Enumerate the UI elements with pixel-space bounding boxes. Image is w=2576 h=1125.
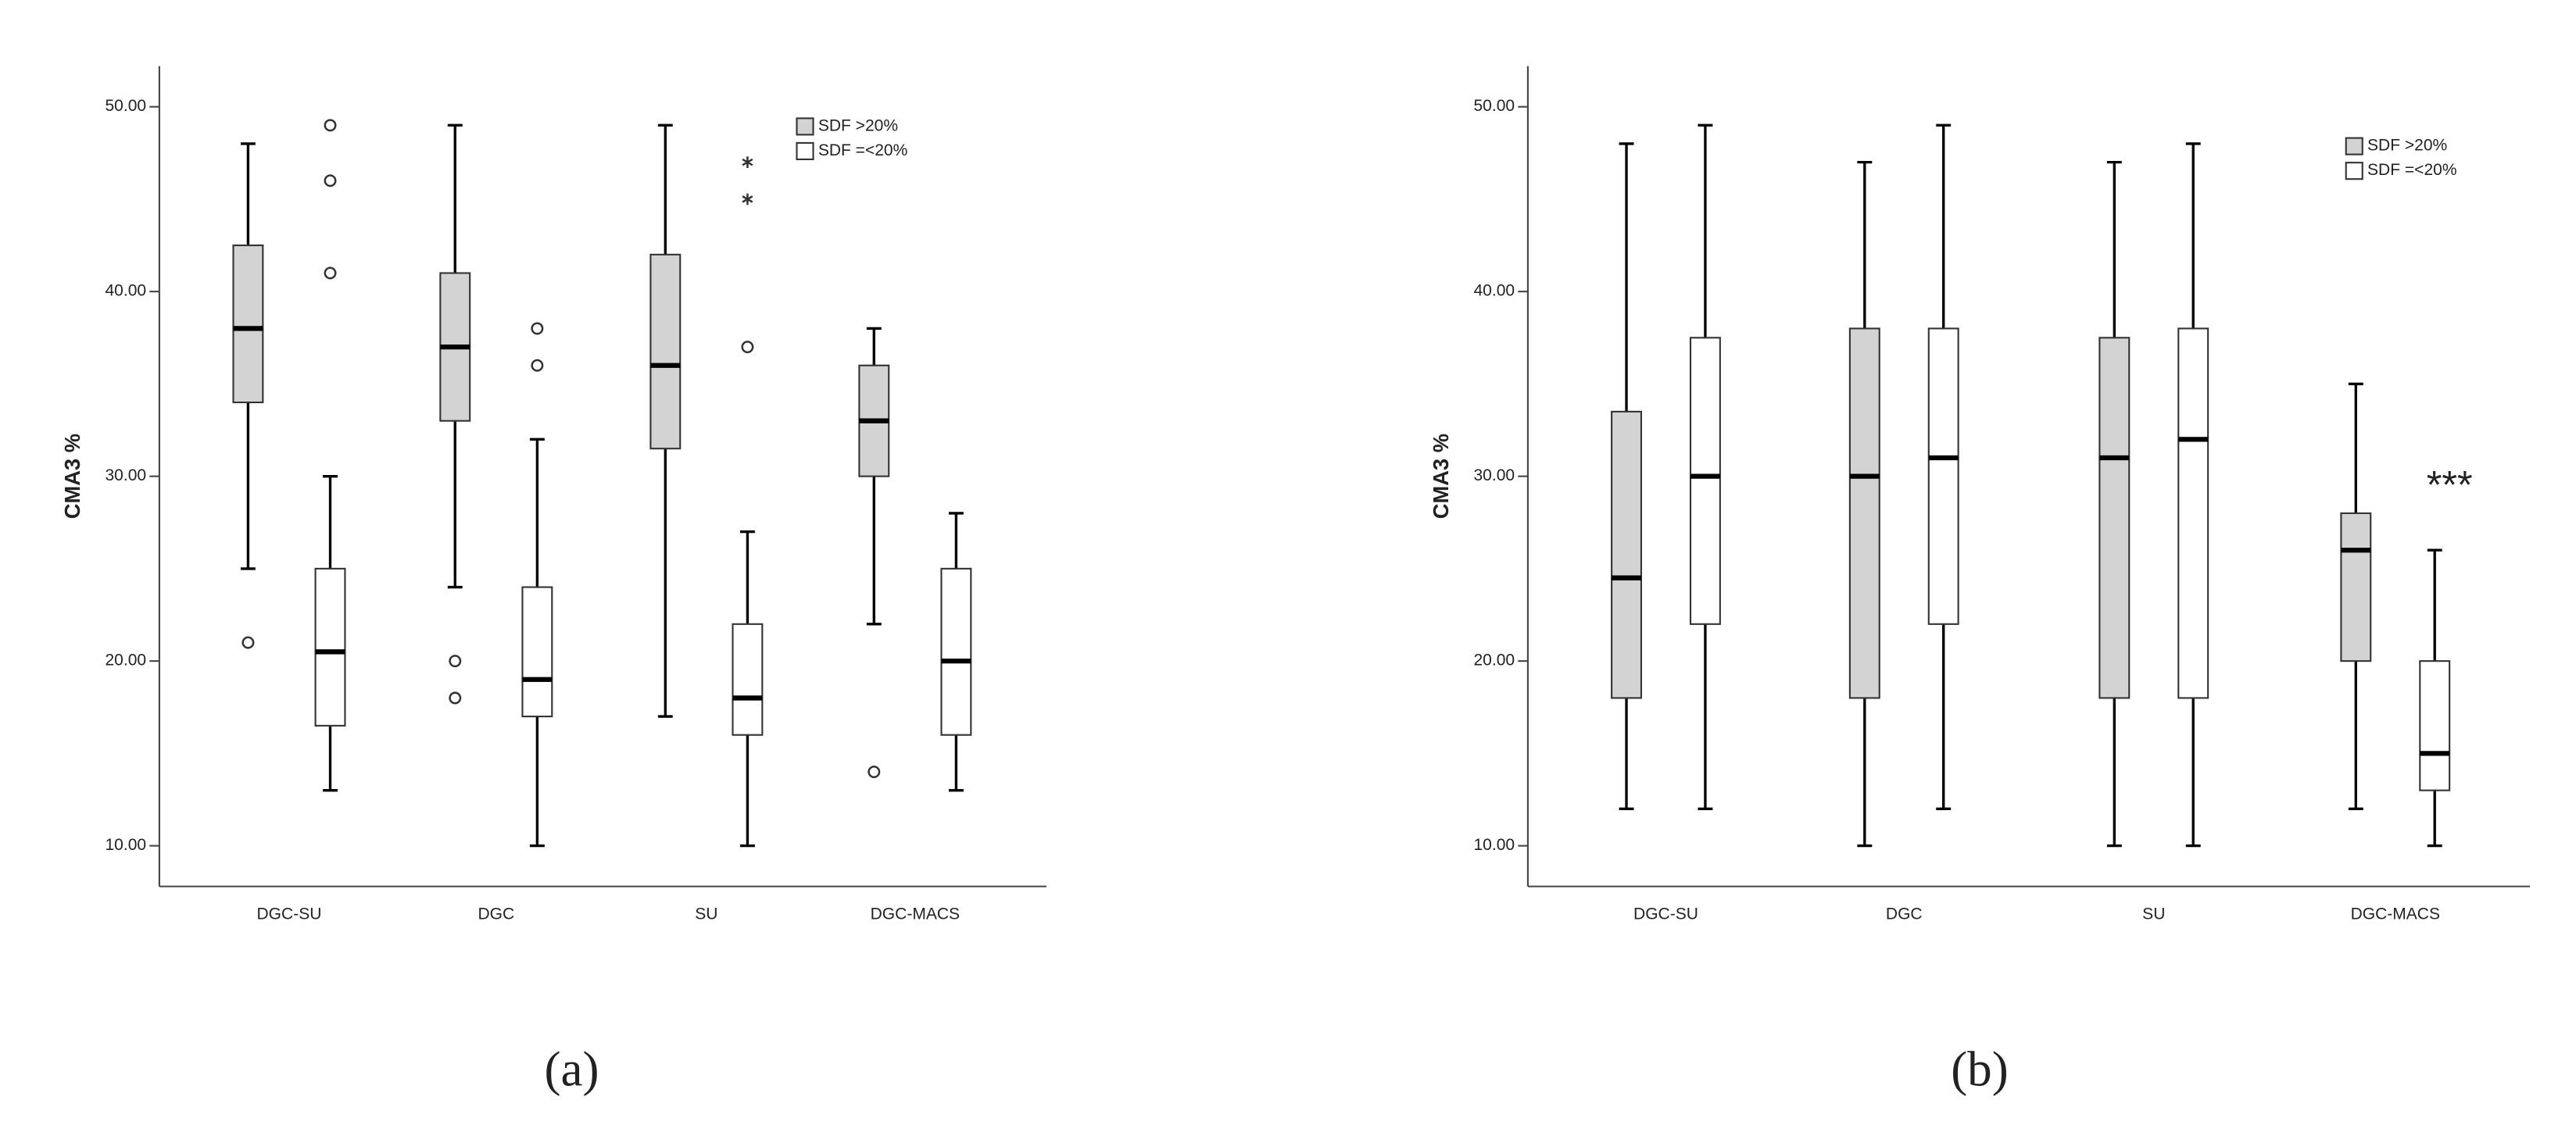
box — [732, 623, 764, 736]
outlier — [741, 341, 754, 354]
x-tick-label: DGC-SU — [1633, 905, 1698, 923]
legend-swatch — [2345, 162, 2363, 180]
annotation: *** — [2427, 462, 2473, 507]
outlier — [449, 691, 462, 705]
legend-swatch — [2345, 137, 2363, 155]
y-tick-label: 10.00 — [1473, 836, 1515, 854]
box — [2340, 512, 2372, 662]
x-tick-label: SU — [2142, 905, 2165, 923]
legend-swatch — [796, 117, 814, 136]
y-tick-label: 30.00 — [105, 466, 146, 484]
y-tick-label: 40.00 — [105, 282, 146, 300]
panel-label: (a) — [545, 1041, 599, 1096]
y-axis-label: CMA3 % — [60, 434, 84, 519]
extreme-outlier — [742, 193, 753, 205]
x-tick-label: SU — [695, 905, 717, 923]
x-tick-label: DGC-MACS — [871, 905, 960, 923]
box — [314, 567, 346, 727]
box — [649, 253, 682, 450]
y-axis-label: CMA3 % — [1429, 434, 1453, 519]
outlier — [531, 322, 544, 335]
box — [2098, 337, 2131, 699]
y-tick-label: 10.00 — [105, 836, 146, 854]
outlier — [868, 766, 881, 778]
outlier — [324, 266, 337, 280]
legend-label: SDF =<20% — [818, 141, 907, 159]
x-tick-label: DGC — [478, 905, 514, 923]
legend-swatch — [796, 141, 814, 160]
x-tick-label: DGC-MACS — [2351, 905, 2440, 923]
panel-label: (b) — [1951, 1041, 2009, 1096]
y-tick-label: 20.00 — [105, 652, 146, 670]
legend-label: SDF >20% — [2367, 137, 2447, 155]
outlier — [324, 174, 337, 188]
box — [232, 244, 264, 404]
legend-label: SDF =<20% — [2367, 161, 2456, 179]
x-tick-label: DGC — [1886, 905, 1923, 923]
box — [1848, 327, 1880, 699]
y-tick-label: 20.00 — [1473, 652, 1515, 670]
x-tick-label: DGC-SU — [257, 905, 322, 923]
outlier — [531, 359, 544, 372]
legend-label: SDF >20% — [818, 116, 898, 134]
y-tick-label: 50.00 — [1473, 97, 1515, 115]
y-tick-label: 50.00 — [105, 97, 146, 115]
y-tick-label: 40.00 — [1473, 282, 1515, 300]
box — [2419, 660, 2451, 791]
box — [521, 586, 553, 718]
box — [2177, 327, 2209, 699]
outlier — [449, 655, 462, 668]
box — [940, 567, 972, 736]
box — [1611, 410, 1642, 699]
box — [1927, 327, 1959, 625]
outlier — [242, 636, 255, 649]
box — [1689, 337, 1721, 625]
y-tick-label: 30.00 — [1473, 466, 1515, 484]
outlier — [324, 119, 337, 132]
extreme-outlier — [742, 156, 753, 168]
